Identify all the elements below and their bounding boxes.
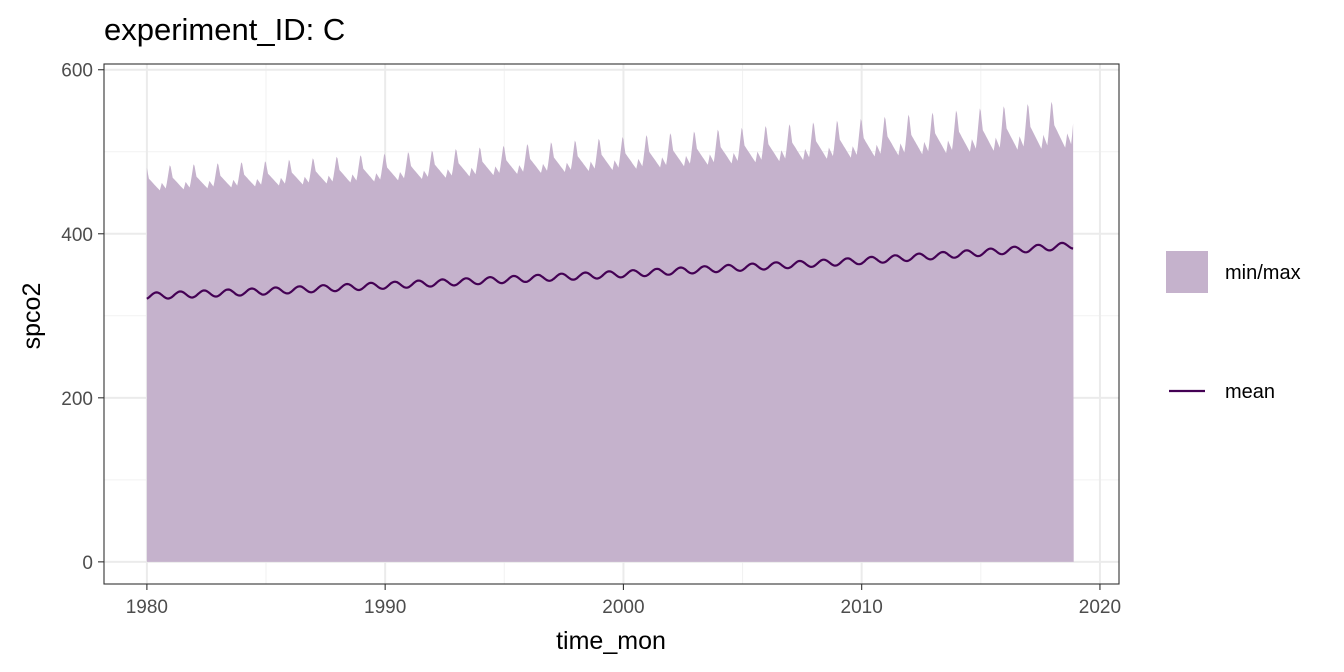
chart-title: experiment_ID: C (104, 12, 345, 47)
legend-key-min-max (1166, 251, 1208, 293)
x-tick-label: 2010 (841, 597, 883, 618)
x-tick-label: 1990 (364, 597, 406, 618)
y-tick-label: 400 (61, 225, 93, 246)
legend-label-mean: mean (1225, 381, 1275, 403)
y-tick-label: 200 (61, 389, 93, 410)
x-axis: 1980 1990 2000 2010 2020 (126, 584, 1121, 618)
x-tick-label: 2000 (602, 597, 644, 618)
min-max-ribbon (146, 101, 1074, 562)
y-axis: 0 200 400 600 (61, 61, 104, 574)
x-axis-label: time_mon (556, 627, 666, 655)
legend: min/max mean (1166, 251, 1301, 403)
y-tick-label: 0 (82, 553, 93, 574)
y-axis-label: spco2 (18, 283, 46, 350)
panel-border (103, 63, 1120, 585)
mean-line (146, 241, 1074, 300)
x-tick-label: 2020 (1079, 597, 1121, 618)
y-tick-label: 600 (61, 61, 93, 82)
legend-label-min-max: min/max (1225, 262, 1301, 284)
x-tick-label: 1980 (126, 597, 168, 618)
